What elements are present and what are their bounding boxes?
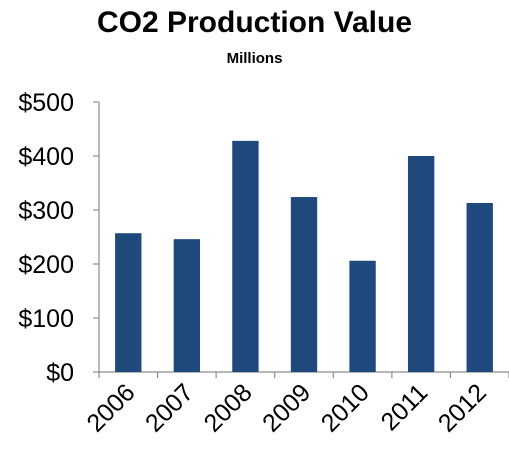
x-tick-label: 2011 bbox=[376, 378, 434, 436]
bar-2006 bbox=[115, 233, 142, 372]
y-tick-label: $400 bbox=[18, 143, 74, 171]
bar-2008 bbox=[232, 140, 259, 372]
x-tick-label: 2008 bbox=[199, 378, 258, 437]
x-tick-label: 2012 bbox=[433, 378, 492, 437]
bar-2011 bbox=[407, 156, 435, 372]
bar-2007 bbox=[173, 239, 201, 372]
y-axis: $0 $100 $200 $300 $400 $500 bbox=[18, 89, 100, 387]
y-tick-label: $100 bbox=[18, 305, 74, 333]
x-tick-label: 2009 bbox=[257, 378, 316, 437]
y-tick-label: $300 bbox=[18, 197, 74, 225]
x-axis bbox=[98, 371, 509, 378]
bar-2012 bbox=[466, 202, 493, 372]
y-tick-label: $0 bbox=[46, 359, 74, 387]
y-tick-label: $200 bbox=[18, 251, 74, 279]
y-tick-label: $500 bbox=[18, 89, 74, 117]
chart-subtitle: Millions bbox=[226, 50, 283, 67]
bars bbox=[115, 140, 493, 372]
x-tick-label: 2007 bbox=[140, 378, 199, 437]
x-tick-labels: 2006 2007 2008 2009 2010 2011 2012 bbox=[81, 378, 492, 437]
x-tick-label: 2010 bbox=[316, 378, 375, 437]
x-tick-label: 2006 bbox=[81, 378, 140, 437]
chart-title: CO2 Production Value bbox=[96, 6, 413, 39]
bar-2010 bbox=[349, 260, 376, 372]
bar-2009 bbox=[290, 197, 318, 372]
